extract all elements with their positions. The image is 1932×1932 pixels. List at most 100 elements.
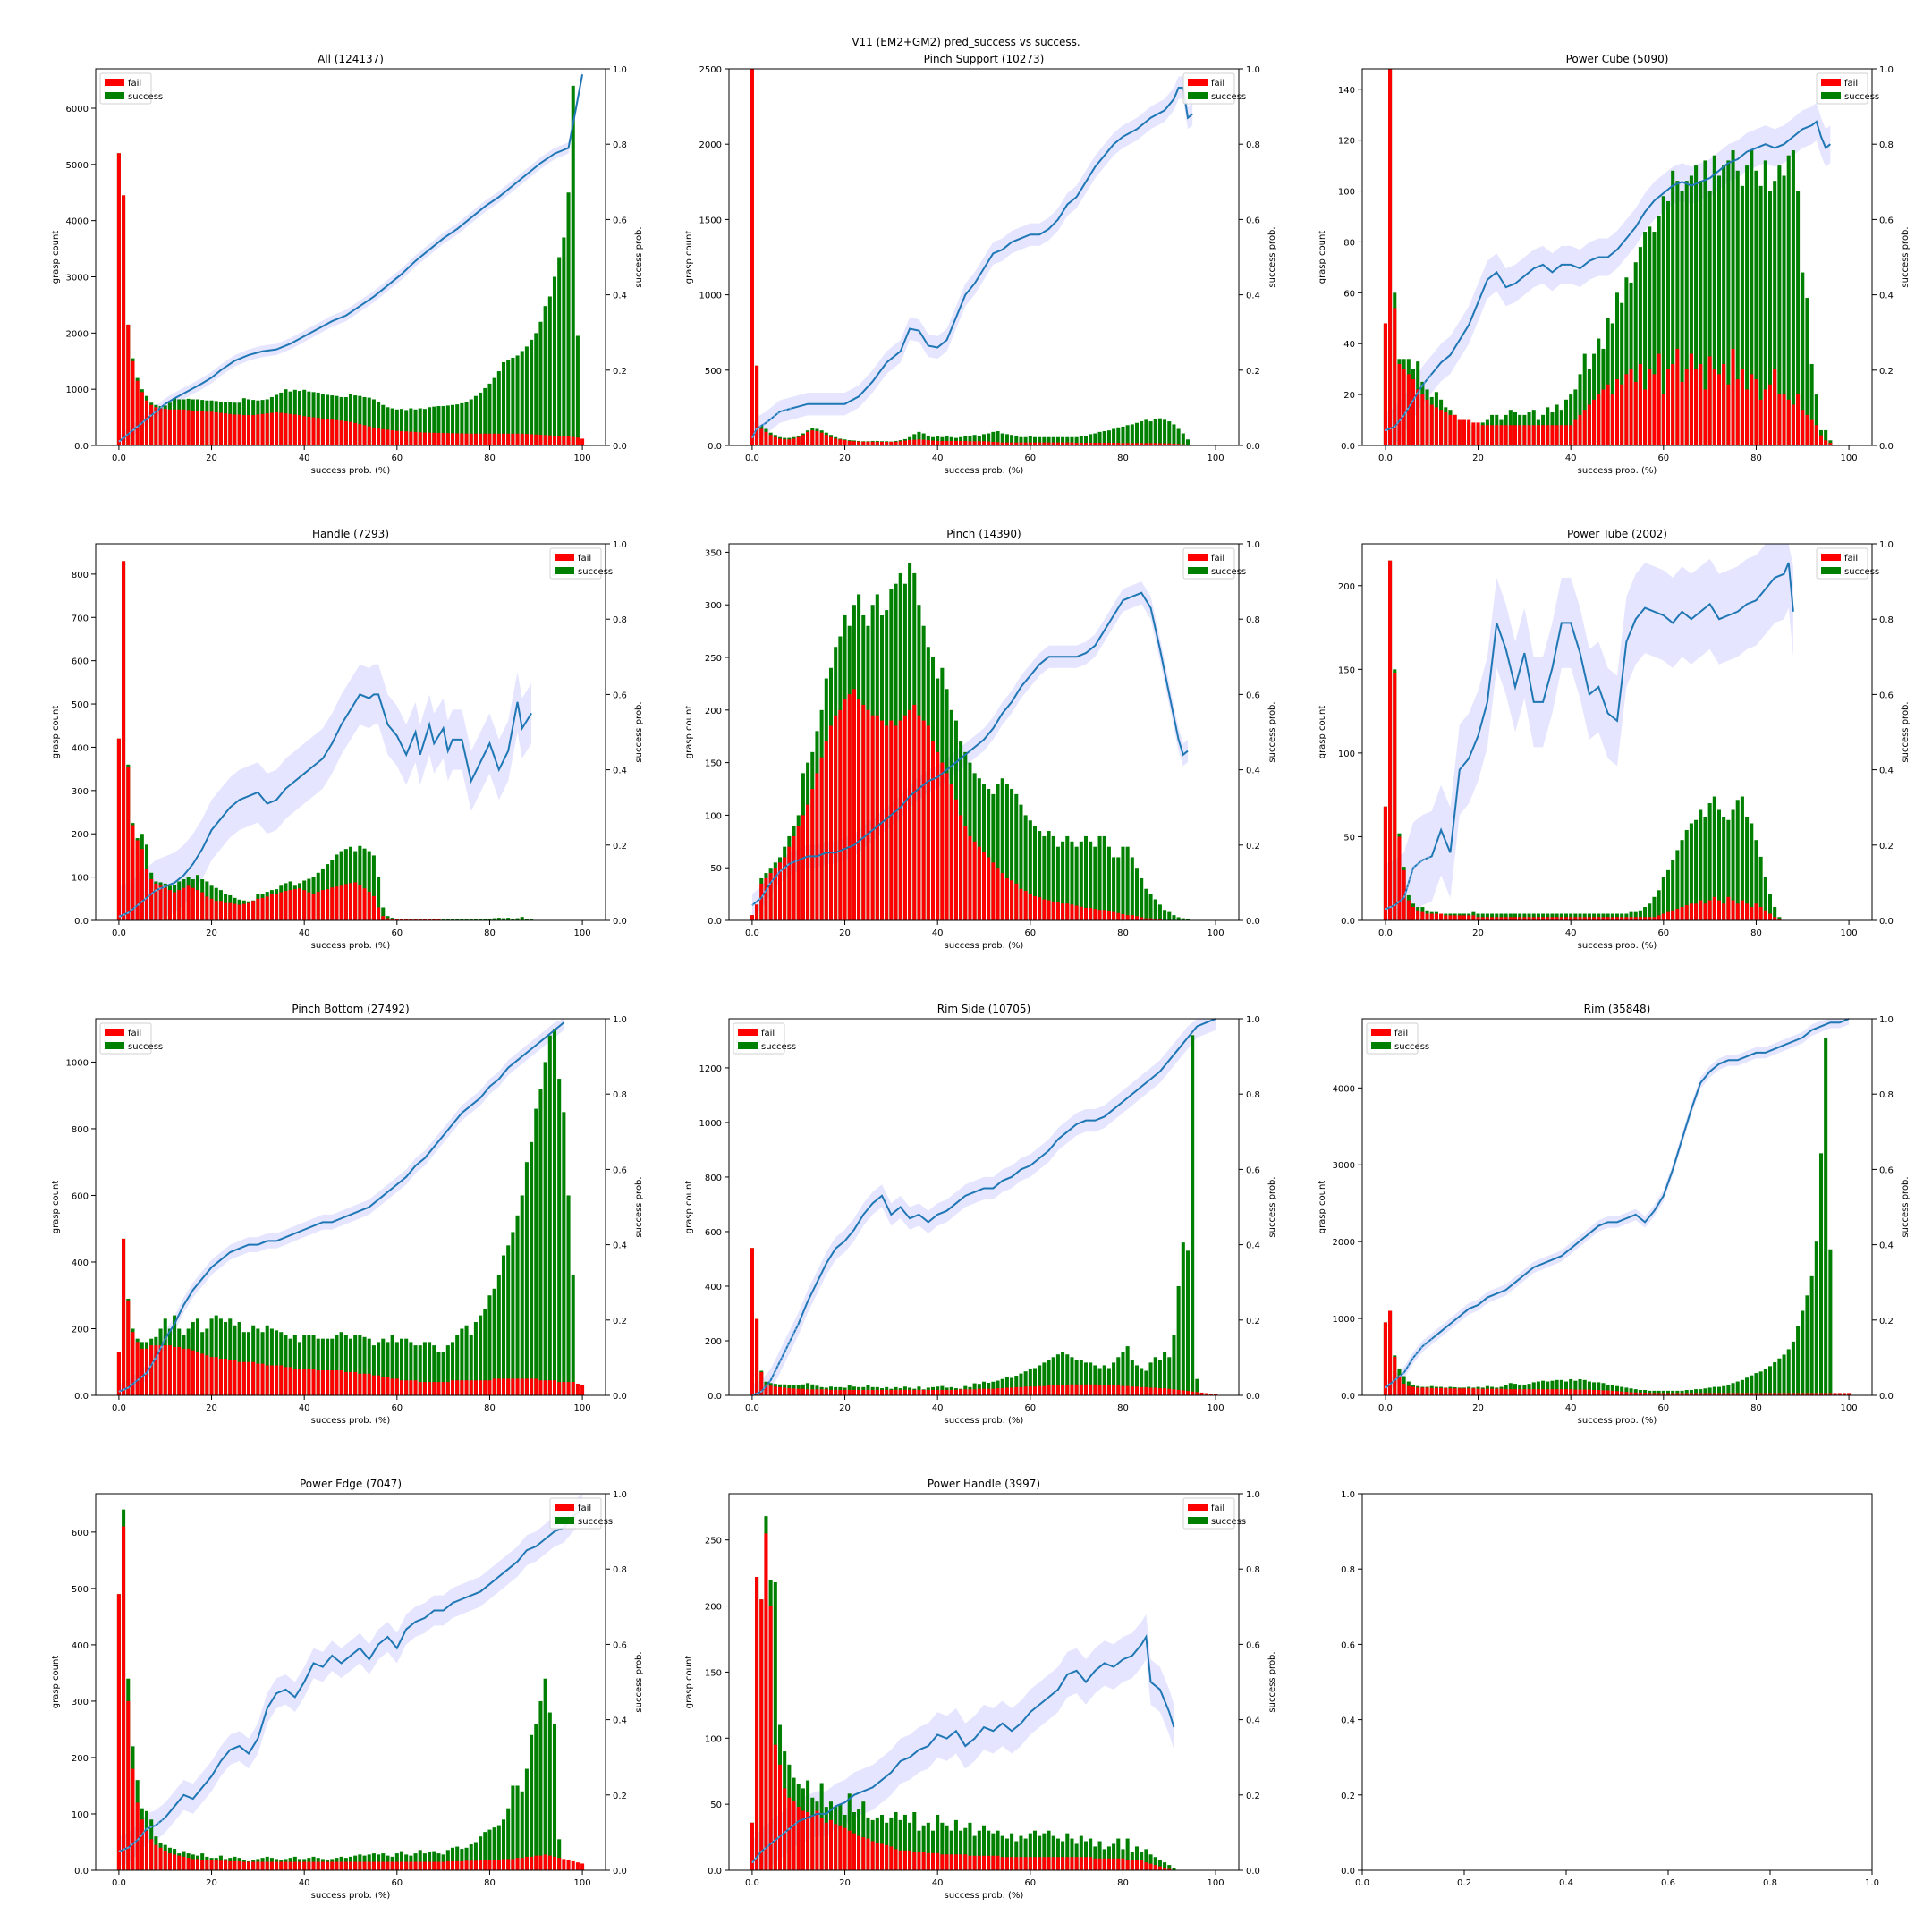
fail-bar: [1046, 900, 1051, 920]
fail-bar: [288, 413, 292, 445]
y2-tick-label: 0.2: [1246, 367, 1260, 377]
success-bar: [1707, 803, 1712, 920]
fail-bar: [787, 846, 792, 920]
fail-bar: [1070, 442, 1074, 445]
fail-bar: [362, 1373, 367, 1395]
y2-tick-label: 0.2: [613, 1317, 627, 1326]
fail-bar: [787, 1797, 792, 1870]
fail-bar: [1425, 399, 1429, 445]
fail-bar: [1629, 1392, 1633, 1395]
fail-bar: [496, 1378, 501, 1395]
success-bar: [1582, 1379, 1587, 1395]
fail-bar: [1592, 1389, 1597, 1395]
success-bar: [316, 1338, 320, 1395]
success-bar: [1089, 1838, 1093, 1870]
fail-bar: [218, 412, 223, 445]
fail-bar: [1680, 1393, 1684, 1395]
success-bar: [1754, 1373, 1758, 1395]
fail-bar: [386, 1377, 390, 1395]
fail-bar: [1726, 896, 1731, 920]
y2-tick-label: 1.0: [1879, 1015, 1894, 1025]
y-tick-label: 0.0: [1341, 1392, 1355, 1402]
fail-bar: [343, 1371, 348, 1395]
fail-bar: [1116, 1858, 1121, 1870]
fail-bar: [755, 1577, 759, 1870]
fail-bar: [945, 440, 949, 445]
success-bar: [1032, 1368, 1038, 1395]
fail-bar: [1406, 374, 1411, 445]
fail-bar: [246, 415, 251, 445]
subplot-6: 0.0 20 40 60 80 1000.020040060080010000.00.20…: [51, 1003, 644, 1426]
success-bar: [1074, 846, 1079, 920]
success-bar: [1051, 1835, 1055, 1870]
fail-bar: [828, 1819, 834, 1870]
y-axis-label: grasp count: [684, 1656, 694, 1709]
success-bar: [464, 1847, 469, 1870]
fail-bar: [1504, 425, 1508, 445]
success-bar: [1699, 1389, 1703, 1395]
x-tick-label: 0.0: [745, 1878, 759, 1888]
success-bar: [1083, 1362, 1089, 1395]
y2-tick-label: 0.4: [613, 1241, 627, 1251]
fail-bar: [149, 1345, 154, 1395]
fail-bar: [1476, 1388, 1480, 1395]
fail-bar: [562, 1859, 566, 1870]
fail-bar: [1550, 1389, 1555, 1395]
success-bar: [1023, 1371, 1028, 1395]
fail-bar: [358, 885, 362, 920]
fail-bar: [173, 1346, 177, 1395]
success-bar: [473, 1322, 478, 1395]
fail-bar: [116, 153, 121, 446]
fail-bar: [116, 1352, 121, 1395]
success-bar: [496, 918, 501, 920]
axes-frame: [95, 1018, 606, 1396]
fail-bar: [1134, 443, 1140, 445]
y2-tick-label: 0.8: [1246, 1090, 1260, 1100]
fail-bar: [1531, 1389, 1536, 1395]
success-bar: [1032, 826, 1038, 920]
fail-bar: [1809, 1393, 1814, 1395]
success-bar: [428, 1342, 432, 1395]
legend-label-fail: fail: [578, 554, 591, 564]
fail-bar: [1763, 910, 1767, 920]
y2-tick-label: 0.0: [1246, 1392, 1260, 1402]
success-bar: [1661, 877, 1665, 920]
success-bar: [977, 436, 981, 445]
success-bar: [1176, 1285, 1181, 1395]
legend-swatch-success: [1371, 1042, 1391, 1049]
success-bar: [1051, 436, 1055, 445]
x-tick-label: 20: [839, 1878, 851, 1888]
success-bar: [1157, 1360, 1162, 1395]
fail-bar: [557, 1382, 562, 1395]
fail-bar: [1485, 425, 1489, 445]
fail-bar: [1019, 888, 1023, 920]
fail-bar: [218, 901, 223, 920]
success-bar: [1083, 835, 1089, 920]
x-tick-label: 0.6: [1661, 1878, 1675, 1888]
success-bar: [1046, 1830, 1051, 1870]
x-tick-label: 40: [932, 928, 944, 938]
fail-bar: [1061, 442, 1065, 445]
subplot-title: Rim (35848): [1584, 1003, 1651, 1015]
fail-bar: [1652, 374, 1657, 445]
success-bar: [214, 1315, 218, 1395]
fail-bar: [792, 835, 796, 920]
fail-bar: [265, 1365, 269, 1395]
fail-bar: [1767, 384, 1773, 445]
success-bar: [1157, 418, 1162, 445]
fail-bar: [908, 1850, 912, 1870]
fail-bar: [1555, 917, 1559, 920]
fail-bar: [279, 412, 284, 445]
fail-bar: [1153, 1387, 1157, 1395]
success-bar: [1106, 1368, 1111, 1395]
x-tick-label: 60: [391, 1878, 402, 1888]
success-bar: [940, 1822, 945, 1870]
fail-bar: [1014, 1857, 1019, 1870]
fail-bar: [413, 1380, 418, 1395]
fail-bar: [173, 892, 177, 920]
fail-bar: [330, 1861, 335, 1870]
success-bar: [1699, 809, 1703, 920]
fail-bar: [1559, 1389, 1563, 1395]
success-bar: [1735, 170, 1740, 445]
